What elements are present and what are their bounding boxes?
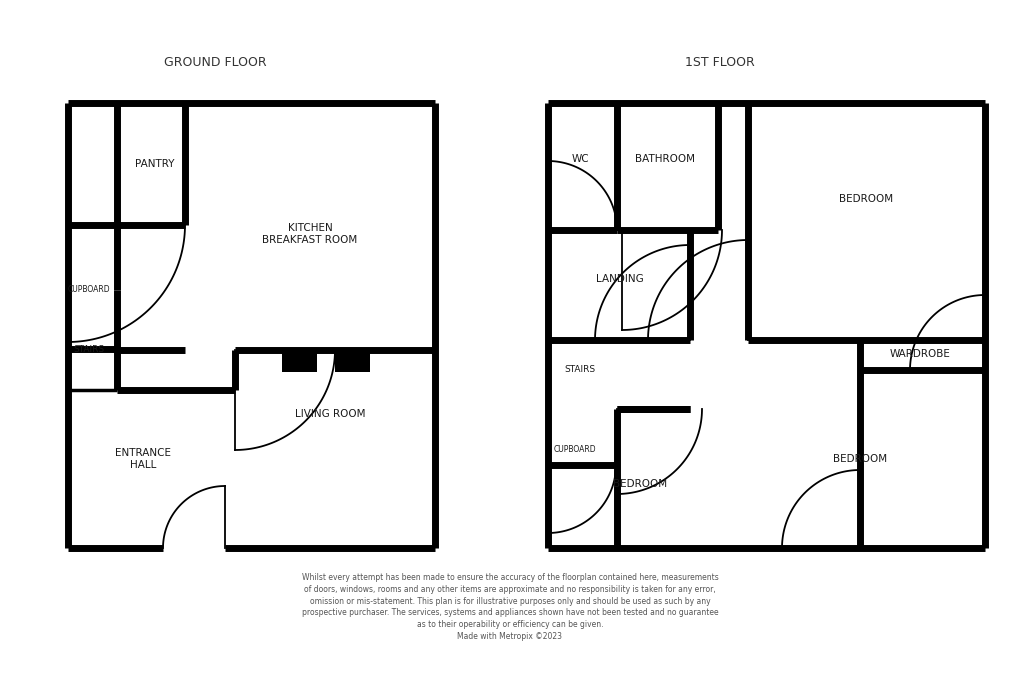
Text: LANDING: LANDING bbox=[595, 274, 643, 284]
Text: KITCHEN
BREAKFAST ROOM: KITCHEN BREAKFAST ROOM bbox=[262, 223, 358, 245]
Text: ENTRANCE
HALL: ENTRANCE HALL bbox=[115, 448, 171, 470]
Text: GROUND FLOOR: GROUND FLOOR bbox=[163, 56, 266, 69]
Text: Whilst every attempt has been made to ensure the accuracy of the floorplan conta: Whilst every attempt has been made to en… bbox=[302, 573, 717, 641]
Text: BEDROOM: BEDROOM bbox=[838, 194, 893, 204]
Text: WC: WC bbox=[571, 154, 588, 164]
Text: CUPBOARD: CUPBOARD bbox=[67, 285, 110, 293]
Text: STAIRS: STAIRS bbox=[564, 365, 595, 373]
Bar bbox=[281, 350, 317, 372]
Text: CUPBOARD: CUPBOARD bbox=[553, 445, 596, 454]
Text: PANTRY: PANTRY bbox=[136, 159, 174, 169]
Text: STAIRS: STAIRS bbox=[73, 344, 105, 354]
Text: WARDROBE: WARDROBE bbox=[889, 349, 950, 359]
Text: 1ST FLOOR: 1ST FLOOR bbox=[685, 56, 754, 69]
Text: BEDROOM: BEDROOM bbox=[612, 479, 666, 489]
Bar bbox=[334, 350, 370, 372]
Text: BATHROOM: BATHROOM bbox=[635, 154, 694, 164]
Text: BEDROOM: BEDROOM bbox=[833, 454, 887, 464]
Text: LIVING ROOM: LIVING ROOM bbox=[294, 409, 365, 419]
